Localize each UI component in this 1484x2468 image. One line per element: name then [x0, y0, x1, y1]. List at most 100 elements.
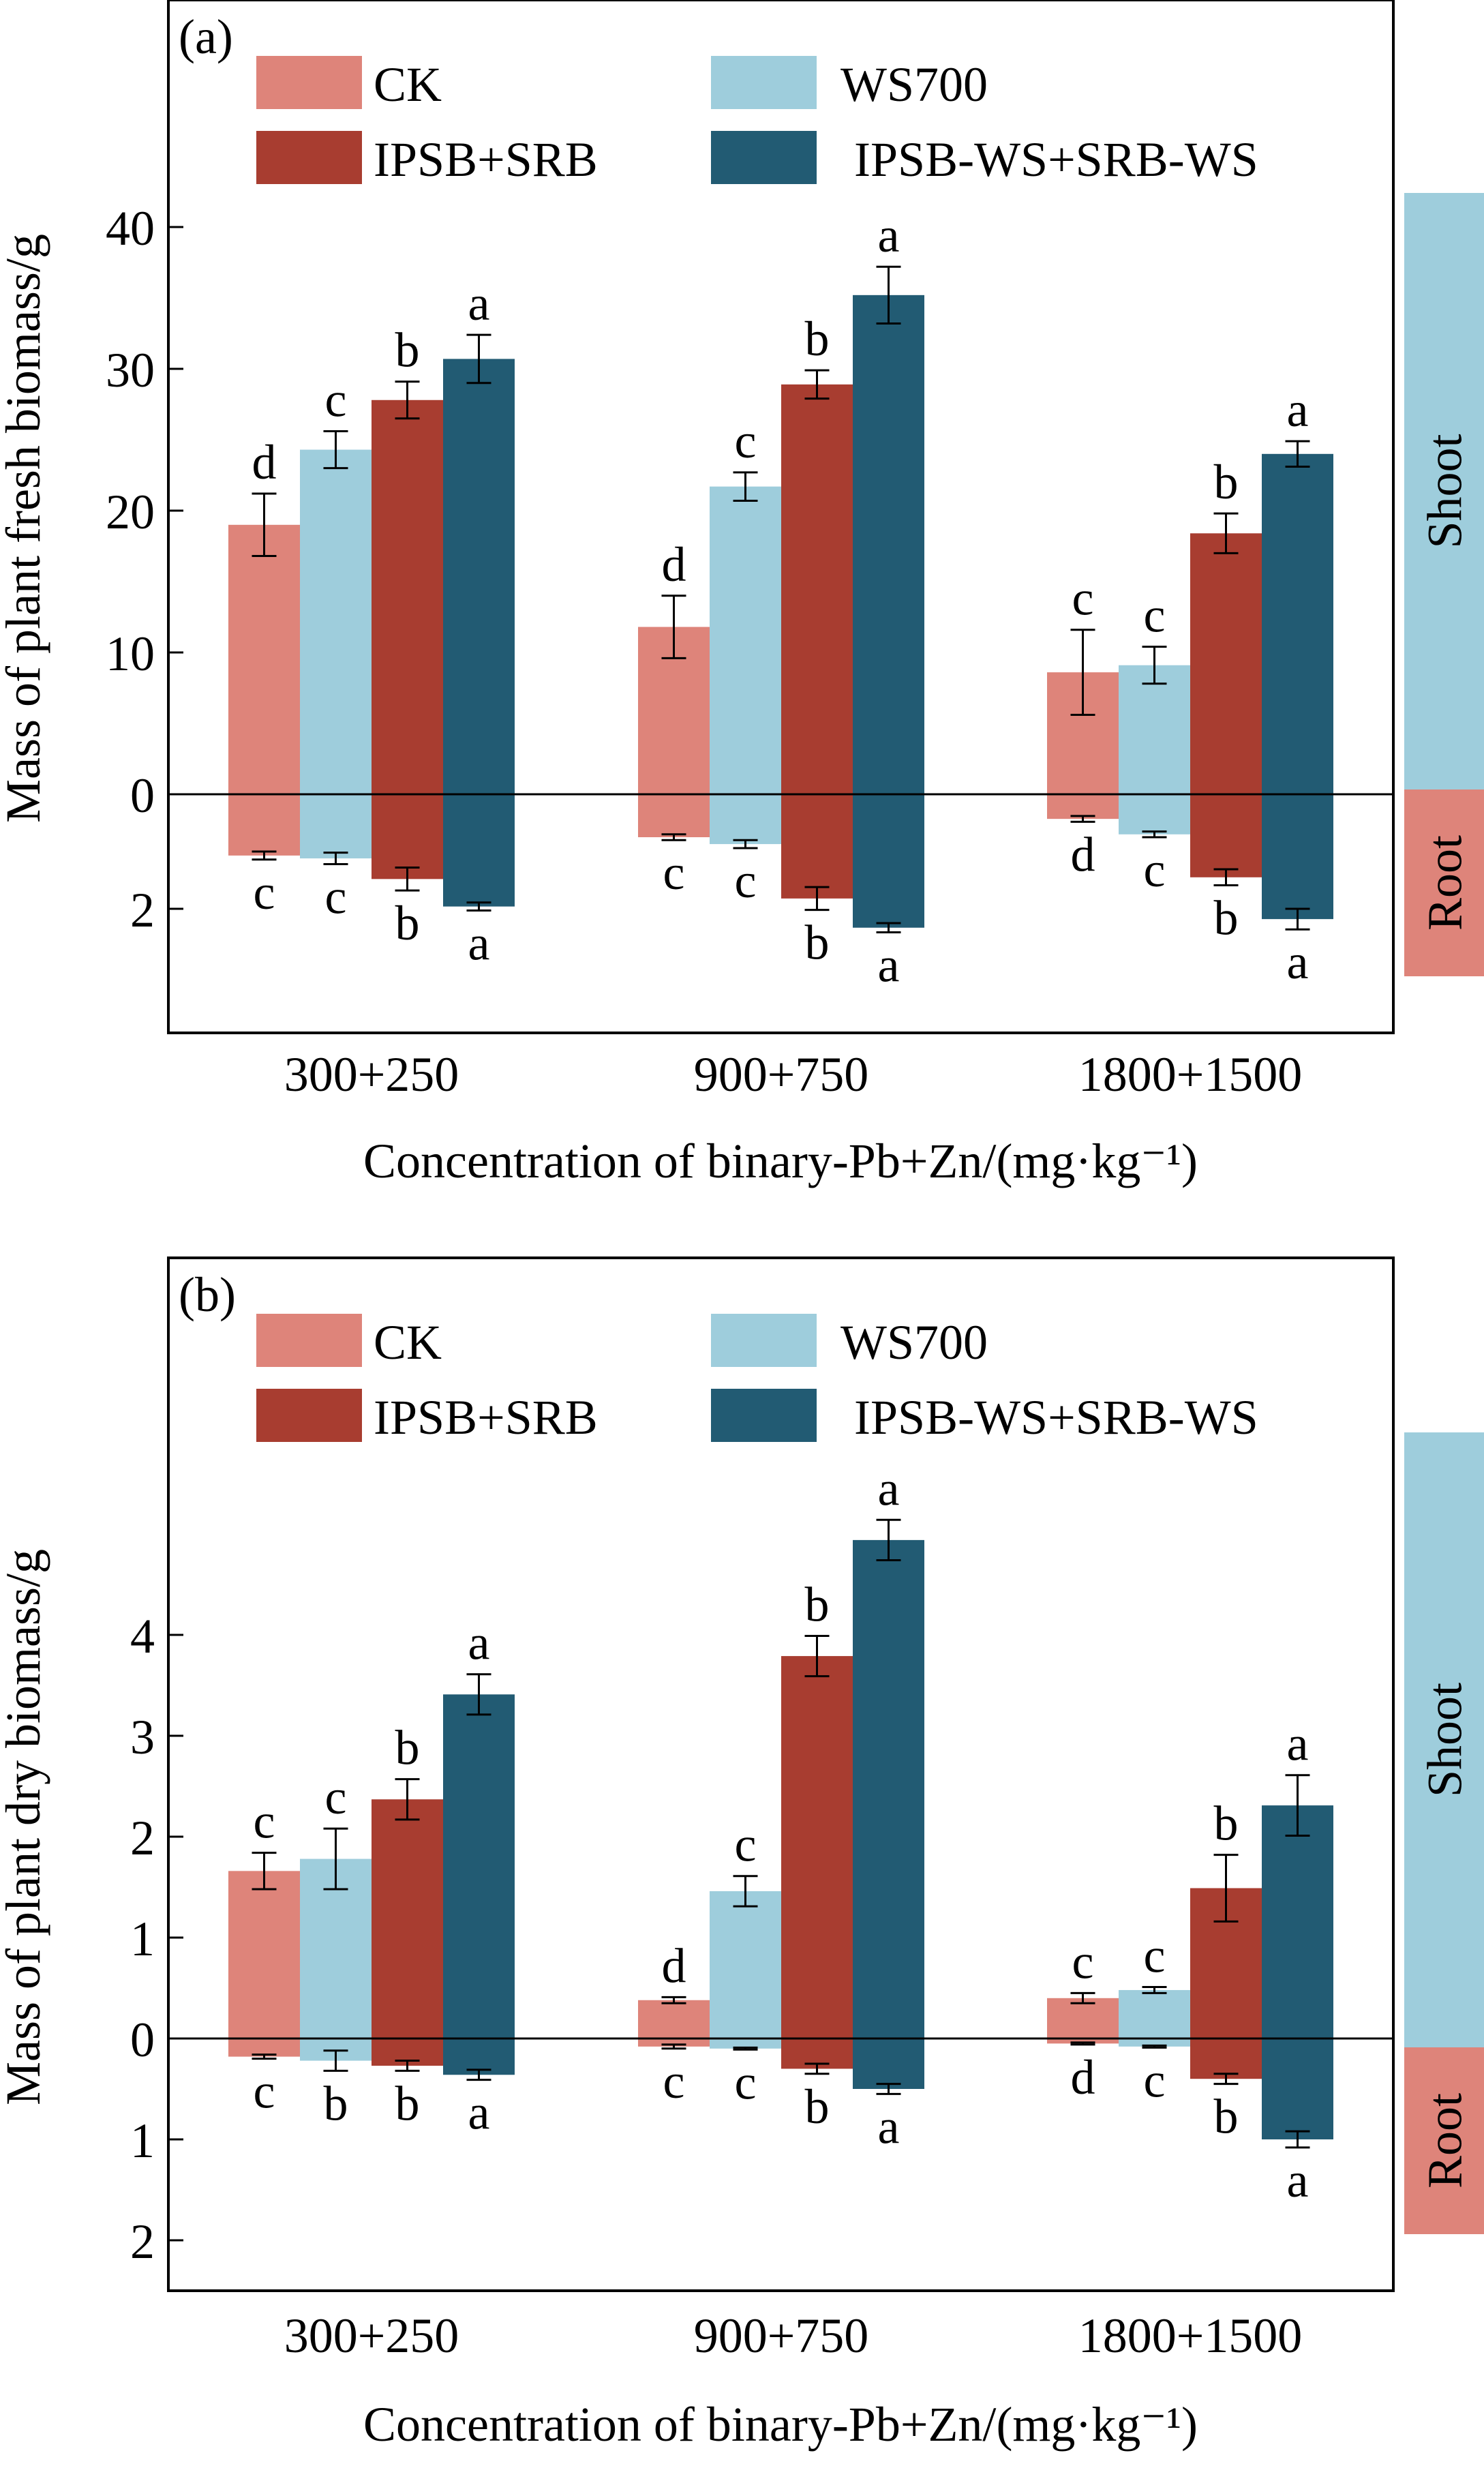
significance-label: d [662, 1938, 686, 1993]
bar-shoot [1262, 1805, 1333, 2038]
bar-shoot [710, 486, 781, 794]
significance-label: b [324, 2076, 348, 2131]
bar-shoot [1047, 1998, 1119, 2038]
significance-label: c [1072, 571, 1094, 626]
x-axis-label: Concentration of binary-Pb+Zn/(mg·kg⁻¹) [363, 1134, 1198, 1188]
root-label: Root [1418, 2093, 1472, 2188]
significance-label: a [878, 208, 900, 262]
significance-label: c [1072, 1934, 1094, 1989]
significance-label: b [805, 2079, 830, 2134]
shoot-band [1404, 1432, 1484, 2047]
bar-shoot [853, 295, 924, 795]
significance-label: a [468, 916, 490, 971]
bar-root [710, 2038, 781, 2049]
panel-label: (b) [179, 1267, 236, 1322]
significance-label: a [468, 276, 490, 331]
bar-shoot [638, 2000, 710, 2038]
significance-label: a [1287, 935, 1309, 989]
legend-swatch [711, 1314, 817, 1367]
significance-label: b [805, 312, 830, 366]
significance-label: b [395, 1721, 420, 1775]
legend-swatch [711, 56, 817, 109]
legend-item: IPSB-WS+SRB-WS [711, 1389, 1258, 1445]
bar-root [228, 794, 300, 856]
y-tick-label: 30 [106, 343, 155, 397]
significance-label: a [468, 1616, 490, 1670]
significance-label: c [254, 865, 275, 920]
bar-root [1262, 794, 1333, 920]
significance-label: c [663, 845, 685, 900]
significance-label: a [1287, 1717, 1309, 1771]
shoot-band [1404, 193, 1484, 789]
y-tick-label: 2 [130, 883, 155, 937]
significance-label: c [254, 1794, 275, 1849]
shoot-label: Shoot [1418, 434, 1472, 548]
bar-shoot [710, 1891, 781, 2038]
significance-label: b [1214, 891, 1239, 946]
y-tick-label: 4 [130, 1609, 155, 1664]
bar-root [1119, 2038, 1190, 2047]
significance-label: c [735, 1818, 757, 1872]
bar-root [372, 794, 443, 879]
bar-root [638, 2038, 710, 2047]
chart-panel-b: (b) CK WS700 IPSB+SRB IPSB-WS+SRB-WS 0 1 2 3 4 1 2 M… [0, 1256, 1484, 2452]
shoot-label: Shoot [1418, 1683, 1472, 1797]
bar-root [1262, 2038, 1333, 2139]
significance-label: a [878, 2099, 900, 2154]
significance-label: c [735, 2055, 757, 2109]
bar-shoot [228, 524, 300, 794]
bar-root [443, 794, 515, 907]
bar-root [781, 794, 853, 899]
significance-label: c [663, 2054, 685, 2109]
legend-label: IPSB-WS+SRB-WS [854, 132, 1258, 187]
y-tick-label: 1 [130, 1912, 155, 1966]
bar-shoot [781, 1656, 853, 2038]
significance-label: b [1214, 2090, 1239, 2144]
significance-label: b [395, 896, 420, 950]
significance-label: c [1144, 2053, 1166, 2107]
y-tick-label: 0 [130, 2013, 155, 2067]
legend-item: IPSB+SRB [256, 131, 598, 187]
significance-label: a [878, 1461, 900, 1516]
legend-swatch [256, 1314, 362, 1367]
y-tick-label: 0 [130, 768, 155, 823]
bar-shoot [300, 449, 372, 794]
x-tick-label: 1800+1500 [1078, 1047, 1303, 1102]
plot-frame [167, 1256, 1395, 2292]
legend-item: WS700 [711, 56, 988, 112]
root-label: Root [1418, 835, 1472, 931]
significance-label: a [1287, 382, 1309, 437]
bar-shoot [443, 359, 515, 794]
significance-label: c [325, 373, 347, 427]
legend-label: IPSB+SRB [374, 132, 598, 187]
bar-shoot [1119, 665, 1190, 794]
legend-label: CK [374, 57, 442, 112]
legend-swatch [711, 1389, 817, 1442]
y-axis-label: Mass of plant fresh biomass/g [0, 234, 50, 823]
significance-label: b [395, 323, 420, 378]
bar-root [1190, 794, 1262, 877]
legend-label: IPSB-WS+SRB-WS [854, 1390, 1258, 1445]
significance-label: c [325, 869, 347, 924]
bar-shoot [228, 1871, 300, 2038]
bar-shoot [372, 1799, 443, 2038]
legend-label: CK [374, 1315, 442, 1370]
y-tick-label: 3 [130, 1710, 155, 1764]
bar-shoot [1190, 533, 1262, 794]
bar-root [710, 794, 781, 845]
legend-item: WS700 [711, 1314, 988, 1370]
significance-label: d [662, 537, 686, 592]
bar-shoot [372, 400, 443, 794]
significance-label: a [1287, 2153, 1309, 2208]
y-tick-label: 2 [130, 2214, 155, 2269]
significance-label: b [805, 916, 830, 970]
significance-label: a [878, 937, 900, 992]
bar-root [638, 794, 710, 837]
plot-frame [167, 0, 1395, 1034]
significance-label: c [325, 1770, 347, 1824]
y-axis-label: Mass of plant dry biomass/g [0, 1549, 50, 2105]
significance-label: c [1144, 588, 1166, 643]
bar-shoot [781, 384, 853, 794]
legend-label: WS700 [841, 57, 988, 112]
